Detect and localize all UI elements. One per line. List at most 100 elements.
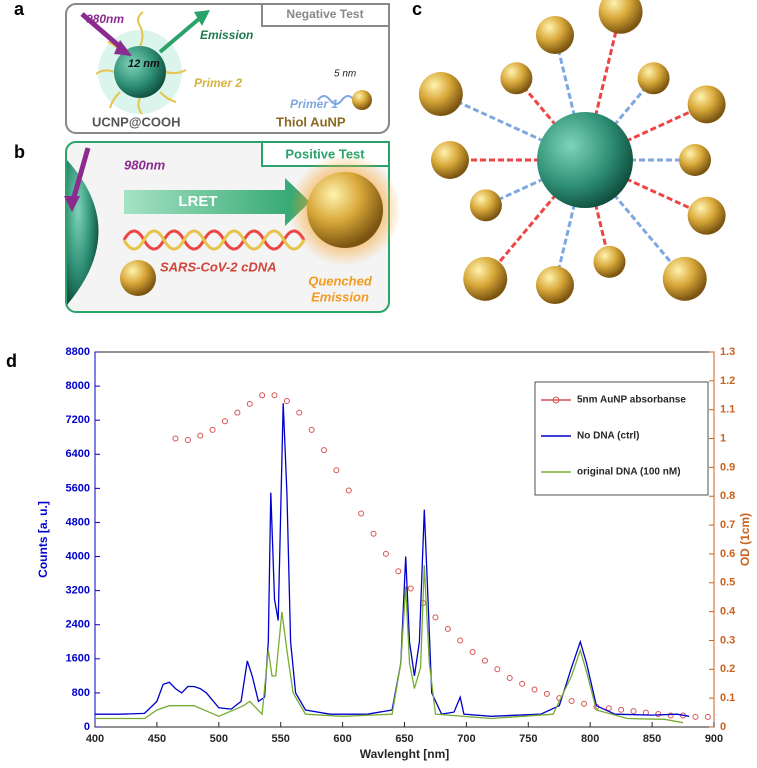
data-point bbox=[345, 487, 352, 494]
panel-label: b bbox=[14, 142, 25, 162]
y2-tick-label: 0.4 bbox=[720, 606, 736, 618]
data-point bbox=[271, 392, 278, 399]
gold-nanoparticle bbox=[463, 256, 508, 301]
gold-nanoparticle bbox=[637, 62, 670, 95]
data-point bbox=[296, 409, 303, 416]
gold-nanoparticle bbox=[500, 62, 533, 95]
gold-nanoparticle bbox=[431, 141, 469, 179]
y-tick-label: 0 bbox=[84, 721, 90, 733]
x-tick-label: 600 bbox=[333, 733, 351, 745]
data-point bbox=[444, 625, 451, 632]
x-tick-label: 850 bbox=[643, 733, 661, 745]
x-tick-label: 400 bbox=[86, 733, 104, 745]
y-tick-label: 8800 bbox=[66, 346, 90, 358]
quenched-label: Emission bbox=[311, 289, 369, 304]
y2-tick-label: 0 bbox=[720, 721, 726, 733]
panel-label: a bbox=[14, 0, 25, 19]
size-label: 12 nm bbox=[128, 58, 160, 70]
x-tick-label: 650 bbox=[395, 733, 413, 745]
gold-nanoparticle bbox=[687, 196, 726, 235]
data-point bbox=[581, 700, 588, 707]
data-point bbox=[197, 432, 204, 439]
laser-label: 980nm bbox=[124, 157, 166, 172]
y2-tick-label: 1.2 bbox=[720, 375, 735, 387]
data-point bbox=[370, 530, 377, 537]
y-tick-label: 7200 bbox=[66, 414, 90, 426]
ucnp-label: UCNP@COOH bbox=[92, 114, 181, 129]
data-point bbox=[246, 400, 253, 407]
legend-label: No DNA (ctrl) bbox=[577, 431, 639, 442]
size-label: 5 nm bbox=[334, 69, 356, 80]
x-tick-label: 500 bbox=[210, 733, 228, 745]
panel-a: a Negative Test 980nm Emission 12 nm Pri… bbox=[14, 0, 390, 134]
dna-strand bbox=[484, 159, 587, 280]
panel-b: b Positive Test 980nm LRET SARS-CoV-2 cD… bbox=[14, 141, 401, 313]
y2-tick-label: 1 bbox=[720, 432, 726, 444]
data-point bbox=[494, 666, 501, 673]
x-tick-label: 450 bbox=[148, 733, 166, 745]
data-point bbox=[469, 649, 476, 655]
data-point bbox=[358, 510, 365, 517]
primer-label: Primer 1 bbox=[290, 97, 338, 111]
data-point bbox=[209, 426, 216, 433]
data-line bbox=[95, 403, 690, 717]
data-point bbox=[432, 614, 439, 621]
gold-nanoparticle bbox=[662, 256, 707, 301]
gold-nanoparticle bbox=[679, 144, 711, 176]
data-line bbox=[95, 565, 684, 724]
y-tick-label: 6400 bbox=[66, 448, 90, 460]
gold-nanoparticle bbox=[593, 245, 626, 278]
y2-tick-label: 0.2 bbox=[720, 663, 735, 675]
data-point bbox=[618, 706, 625, 713]
dna-strand bbox=[583, 11, 623, 161]
gold-nanoparticle bbox=[535, 15, 574, 54]
dna-strand bbox=[583, 159, 686, 280]
y-tick-label: 3200 bbox=[66, 585, 90, 597]
x-tick-label: 800 bbox=[581, 733, 599, 745]
y-tick-label: 2400 bbox=[66, 619, 90, 631]
y2-tick-label: 1.3 bbox=[720, 346, 735, 358]
y2-tick-label: 1.1 bbox=[720, 404, 735, 416]
gold-nanoparticle bbox=[687, 85, 726, 124]
legend-marker bbox=[552, 396, 560, 404]
data-point bbox=[481, 657, 488, 664]
data-point bbox=[531, 686, 538, 693]
quenched-label: Quenched bbox=[308, 273, 373, 288]
y-tick-label: 8000 bbox=[66, 380, 90, 392]
data-point bbox=[704, 713, 711, 720]
y-axis-label: Counts [a. u.] bbox=[36, 501, 50, 578]
data-point bbox=[630, 708, 637, 715]
data-point bbox=[283, 398, 290, 405]
x-tick-label: 700 bbox=[457, 733, 475, 745]
y-tick-label: 4800 bbox=[66, 516, 90, 528]
legend-label: original DNA (100 nM) bbox=[577, 467, 681, 478]
y2-tick-label: 0.9 bbox=[720, 461, 735, 473]
panel-c: c bbox=[412, 0, 726, 305]
y2-tick-label: 0.7 bbox=[720, 519, 735, 531]
laser-label: 980nm bbox=[86, 12, 124, 26]
data-point bbox=[667, 712, 674, 719]
y2-tick-label: 0.8 bbox=[720, 490, 735, 502]
data-point bbox=[568, 698, 575, 705]
data-point bbox=[333, 467, 340, 474]
legend bbox=[534, 381, 709, 496]
panel-label: c bbox=[412, 0, 422, 19]
data-point bbox=[308, 426, 315, 433]
data-point bbox=[457, 637, 464, 644]
x-tick-label: 900 bbox=[705, 733, 723, 745]
y-tick-label: 1600 bbox=[66, 653, 90, 665]
data-point bbox=[321, 447, 328, 454]
emission-label: Emission bbox=[200, 28, 253, 42]
panel-label: d bbox=[6, 351, 17, 371]
primer-label: Primer 2 bbox=[194, 76, 242, 90]
y2-tick-label: 0.1 bbox=[720, 692, 735, 704]
data-point bbox=[234, 409, 241, 416]
data-point bbox=[407, 585, 414, 592]
data-point bbox=[395, 568, 402, 575]
x-axis-label: Wavlenght [nm] bbox=[360, 747, 450, 761]
legend-label: 5nm AuNP absorbanse bbox=[577, 395, 686, 406]
x-tick-label: 550 bbox=[272, 733, 290, 745]
data-point bbox=[543, 690, 550, 697]
data-point bbox=[382, 550, 389, 557]
